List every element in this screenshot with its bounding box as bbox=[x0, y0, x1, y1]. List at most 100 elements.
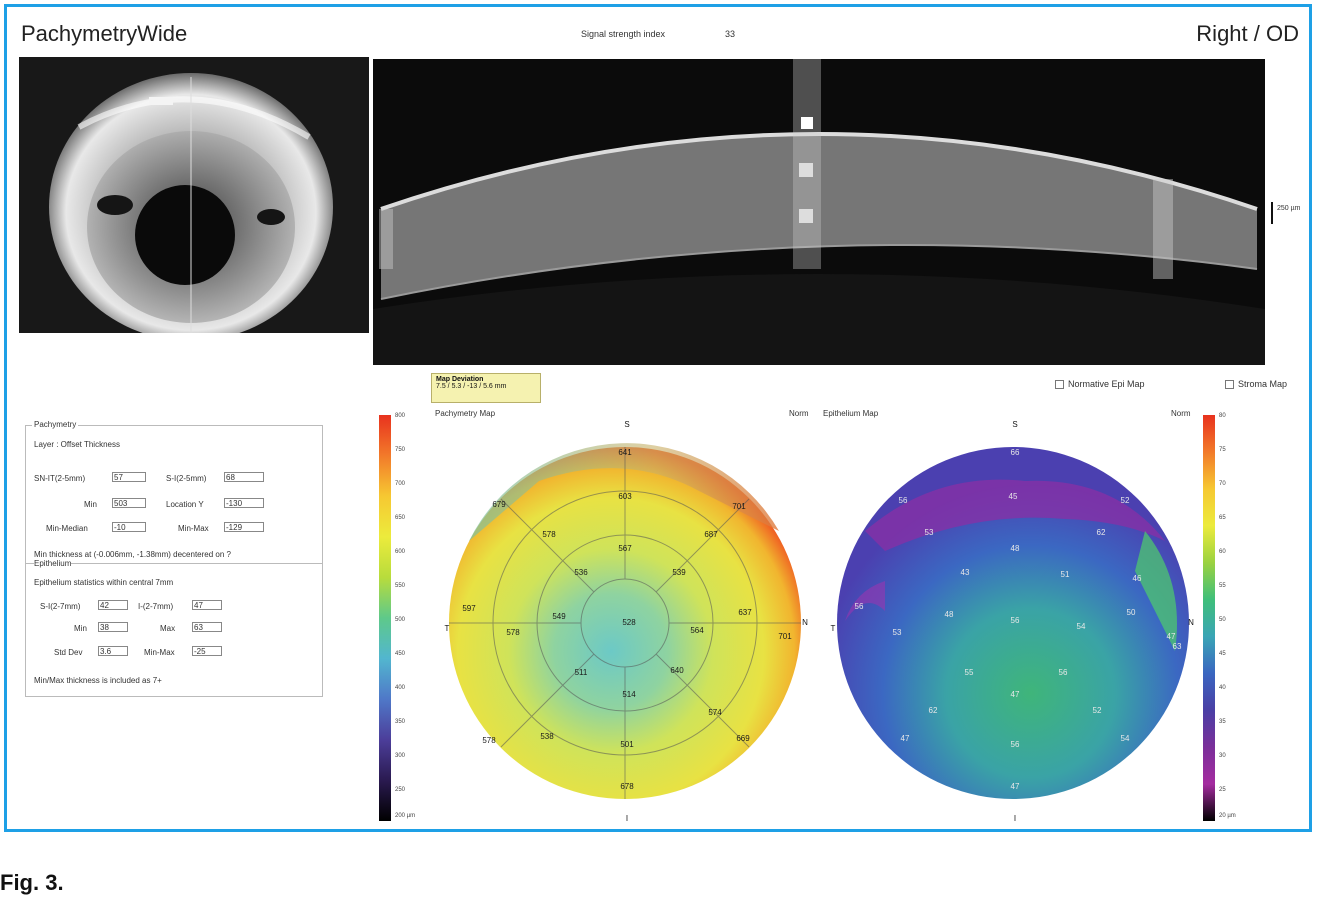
colorbar-tick: 750 bbox=[395, 447, 406, 453]
epi-value: 54 bbox=[1121, 734, 1130, 743]
colorbar-tick: 50 bbox=[1219, 617, 1226, 623]
epithelium-footer: Min/Max thickness is included as 7+ bbox=[34, 676, 162, 685]
colorbar-tick: 70 bbox=[1219, 481, 1226, 487]
map-deviation-tooltip: Map Deviation 7.5 / 5.3 / -13 / 5.6 mm bbox=[431, 373, 541, 403]
field-value: -129 bbox=[224, 522, 264, 532]
epi-value: 52 bbox=[1121, 496, 1130, 505]
field-label: Min bbox=[84, 500, 97, 509]
orient-s: S bbox=[1012, 420, 1017, 429]
epi-field-value: 63 bbox=[192, 622, 222, 632]
epi-field-value: -25 bbox=[192, 646, 222, 656]
epi-field-label: I-(2-7mm) bbox=[138, 602, 174, 611]
pachy-value: 678 bbox=[620, 782, 634, 791]
epi-value: 48 bbox=[1011, 544, 1020, 553]
epithelium-colorbar bbox=[1203, 415, 1215, 821]
epi-value: 47 bbox=[901, 734, 910, 743]
pachy-value: 578 bbox=[482, 736, 496, 745]
colorbar-tick: 35 bbox=[1219, 719, 1226, 725]
pachy-value: 567 bbox=[618, 544, 632, 553]
pachymetry-colorbar bbox=[379, 415, 391, 821]
epi-value: 48 bbox=[945, 610, 954, 619]
colorbar-min-label: 200 µm bbox=[395, 813, 416, 819]
epi-value: 47 bbox=[1011, 690, 1020, 699]
eye-label: Right / OD bbox=[1196, 21, 1299, 46]
checkbox-box[interactable] bbox=[1055, 380, 1064, 390]
pachy-value: 578 bbox=[542, 530, 556, 539]
epithelium-note: Epithelium statistics within central 7mm bbox=[34, 578, 174, 587]
epi-field-label: Min bbox=[74, 624, 87, 633]
colorbar-tick: 600 bbox=[395, 549, 406, 555]
epi-field-value: 3.6 bbox=[98, 646, 128, 656]
colorbar-tick: 400 bbox=[395, 685, 406, 691]
epi-value: 62 bbox=[1097, 528, 1106, 537]
epithelium-map: 66 56 45 52 53 48 62 43 51 56 46 48 56 5… bbox=[831, 420, 1195, 821]
pachymetry-map: 641 679 603 701 578 567 687 597 536 539 … bbox=[445, 420, 809, 821]
field-value: 68 bbox=[224, 472, 264, 482]
epi-value: 55 bbox=[965, 668, 974, 677]
orient-i: I bbox=[626, 814, 628, 821]
pachy-value: 536 bbox=[574, 568, 588, 577]
epi-value: 56 bbox=[1059, 668, 1068, 677]
epi-value: 56 bbox=[855, 602, 864, 611]
tooltip-title: Map Deviation bbox=[436, 376, 484, 383]
app-title: PachymetryWide bbox=[21, 21, 188, 46]
colorbar-tick: 45 bbox=[1219, 651, 1226, 657]
epi-value: 56 bbox=[1011, 616, 1020, 625]
checkbox-box[interactable] bbox=[1225, 380, 1234, 390]
field-label: Min-Median bbox=[46, 524, 88, 533]
orient-i: I bbox=[1014, 814, 1016, 821]
colorbar-tick: 700 bbox=[395, 481, 406, 487]
pachy-value: 637 bbox=[738, 608, 752, 617]
epi-field-label: Min-Max bbox=[144, 648, 175, 657]
figure-caption: Fig. 3. bbox=[0, 870, 64, 895]
epi-value: 53 bbox=[893, 628, 902, 637]
pachy-value: 574 bbox=[708, 708, 722, 717]
epi-value: 51 bbox=[1061, 570, 1070, 579]
epi-field-label: Max bbox=[160, 624, 176, 633]
epi-value: 47 bbox=[1011, 782, 1020, 791]
colorbar-tick: 800 bbox=[395, 413, 406, 419]
pachy-value: 564 bbox=[690, 626, 704, 635]
colorbar-tick: 30 bbox=[1219, 753, 1226, 759]
signal-strength-label: Signal strength index bbox=[581, 29, 666, 39]
colorbar-tick: 450 bbox=[395, 651, 406, 657]
pachy-value: 641 bbox=[618, 448, 632, 457]
colorbar-tick: 80 bbox=[1219, 413, 1226, 419]
colorbar-tick: 65 bbox=[1219, 515, 1226, 521]
epi-value: 56 bbox=[899, 496, 908, 505]
epi-value: 43 bbox=[961, 568, 970, 577]
epi-value: 52 bbox=[1093, 706, 1102, 715]
epi-value: 62 bbox=[929, 706, 938, 715]
colorbar-tick: 250 bbox=[395, 787, 406, 793]
field-label: Min-Max bbox=[178, 524, 209, 533]
epi-value: 50 bbox=[1127, 608, 1136, 617]
colorbar-tick: 25 bbox=[1219, 787, 1226, 793]
colorbar-tick: 75 bbox=[1219, 447, 1226, 453]
epi-value: 66 bbox=[1011, 448, 1020, 457]
field-label: SN-IT(2-5mm) bbox=[34, 474, 86, 483]
colorbar-tick: 350 bbox=[395, 719, 406, 725]
colorbar-min-label: 20 µm bbox=[1219, 813, 1236, 819]
epi-value: 54 bbox=[1077, 622, 1086, 631]
pachy-value: 597 bbox=[462, 604, 476, 613]
pachy-value: 511 bbox=[575, 668, 588, 677]
epithelium-values: 66 56 45 52 53 48 62 43 51 56 46 48 56 5… bbox=[855, 448, 1182, 791]
report-frame: PachymetryWide Signal strength index 33 … bbox=[4, 4, 1312, 832]
orient-n: N bbox=[802, 618, 808, 627]
pachy-value: 687 bbox=[704, 530, 718, 539]
pachymetry-title: Pachymetry bbox=[32, 420, 79, 429]
layer-label: Layer : Offset Thickness bbox=[34, 440, 120, 449]
stroma-map-checkbox[interactable]: Stroma Map bbox=[1225, 379, 1288, 390]
epi-field-value: 42 bbox=[98, 600, 128, 610]
normative-epi-map-checkbox[interactable]: Normative Epi Map bbox=[1055, 379, 1145, 390]
pachy-value: 528 bbox=[622, 618, 636, 627]
epi-value: 46 bbox=[1133, 574, 1142, 583]
epi-value: 63 bbox=[1173, 642, 1182, 651]
colorbar-tick: 40 bbox=[1219, 685, 1226, 691]
pachy-value: 669 bbox=[736, 734, 750, 743]
epi-value: 53 bbox=[925, 528, 934, 537]
min-thickness-note: Min thickness at (-0.006mm, -1.38mm) dec… bbox=[34, 550, 231, 559]
epithelium-map-label: Epithelium Map bbox=[823, 409, 879, 418]
checkbox-label: Stroma Map bbox=[1238, 379, 1288, 389]
oct-scan bbox=[373, 59, 1265, 365]
